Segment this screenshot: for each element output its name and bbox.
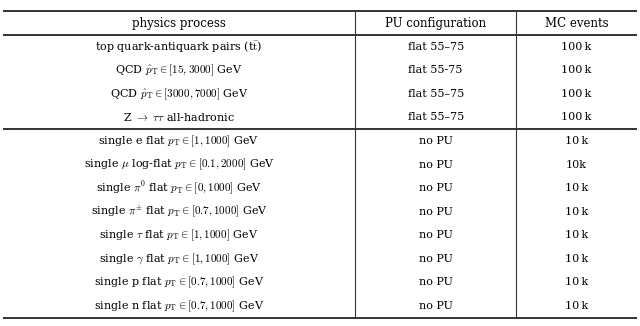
Text: no PU: no PU (419, 301, 452, 311)
Text: 100 k: 100 k (561, 65, 592, 75)
Text: Z $\rightarrow$ $\tau\tau$ all-hadronic: Z $\rightarrow$ $\tau\tau$ all-hadronic (123, 111, 235, 124)
Text: no PU: no PU (419, 136, 452, 146)
Text: no PU: no PU (419, 160, 452, 170)
Text: flat 55–75: flat 55–75 (408, 89, 464, 99)
Text: single $\mu$ log-flat $p_{\mathrm{T}} \in [0.1, 2000]$ GeV: single $\mu$ log-flat $p_{\mathrm{T}} \i… (84, 157, 275, 172)
Text: single e flat $p_{\mathrm{T}} \in [1, 1000]$ GeV: single e flat $p_{\mathrm{T}} \in [1, 10… (99, 133, 260, 149)
Text: 100 k: 100 k (561, 112, 592, 123)
Text: 10 k: 10 k (565, 136, 588, 146)
Text: flat 55–75: flat 55–75 (408, 42, 464, 52)
Text: QCD $\hat{p}_{\mathrm{T}} \in [15, 3000]$ GeV: QCD $\hat{p}_{\mathrm{T}} \in [15, 3000]… (115, 63, 243, 78)
Text: PU configuration: PU configuration (385, 17, 486, 30)
Text: 10 k: 10 k (565, 183, 588, 193)
Text: top quark-antiquark pairs (t$\bar{\mathrm{t}}$): top quark-antiquark pairs (t$\bar{\mathr… (95, 39, 263, 54)
Text: single p flat $p_{\mathrm{T}} \in [0.7, 1000]$ GeV: single p flat $p_{\mathrm{T}} \in [0.7, … (94, 275, 264, 290)
Text: single $\pi^{0}$ flat $p_{\mathrm{T}} \in [0, 1000]$ GeV: single $\pi^{0}$ flat $p_{\mathrm{T}} \i… (96, 180, 262, 197)
Text: no PU: no PU (419, 183, 452, 193)
Text: single $\gamma$ flat $p_{\mathrm{T}} \in [1, 1000]$ GeV: single $\gamma$ flat $p_{\mathrm{T}} \in… (99, 251, 259, 267)
Text: 10 k: 10 k (565, 207, 588, 217)
Text: no PU: no PU (419, 254, 452, 264)
Text: 10 k: 10 k (565, 277, 588, 288)
Text: 10k: 10k (566, 160, 587, 170)
Text: physics process: physics process (132, 17, 226, 30)
Text: 100 k: 100 k (561, 42, 592, 52)
Text: 10 k: 10 k (565, 301, 588, 311)
Text: no PU: no PU (419, 277, 452, 288)
Text: MC events: MC events (545, 17, 609, 30)
Text: no PU: no PU (419, 230, 452, 240)
Text: QCD $\hat{p}_{\mathrm{T}} \in [3000, 7000]$ GeV: QCD $\hat{p}_{\mathrm{T}} \in [3000, 700… (109, 86, 248, 102)
Text: single $\pi^{\pm}$ flat $p_{\mathrm{T}} \in [0.7, 1000]$ GeV: single $\pi^{\pm}$ flat $p_{\mathrm{T}} … (91, 204, 268, 220)
Text: single n flat $p_{\mathrm{T}} \in [0.7, 1000]$ GeV: single n flat $p_{\mathrm{T}} \in [0.7, … (94, 298, 264, 314)
Text: 10 k: 10 k (565, 254, 588, 264)
Text: no PU: no PU (419, 207, 452, 217)
Text: single $\tau$ flat $p_{\mathrm{T}} \in [1, 1000]$ GeV: single $\tau$ flat $p_{\mathrm{T}} \in [… (99, 228, 259, 243)
Text: flat 55–75: flat 55–75 (408, 112, 464, 123)
Text: 10 k: 10 k (565, 230, 588, 240)
Text: flat 55-75: flat 55-75 (408, 65, 463, 75)
Text: 100 k: 100 k (561, 89, 592, 99)
